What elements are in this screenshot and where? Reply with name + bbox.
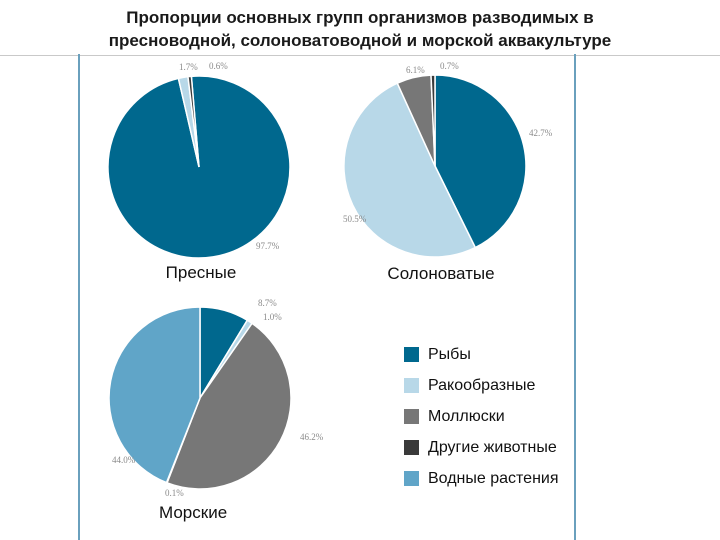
slice-label-marine-водные-растения: 44.0% [112,455,136,465]
pie-brackish: 42.7% 50.5% 6.1% 0.7% Солоноватые [343,61,553,283]
slice-label-freshwater-рыбы: 97.7% [256,241,280,251]
pie-slice-freshwater-другие-животные [187,75,200,168]
pie-slice-marine-моллюски [166,322,292,490]
legend-swatch [404,409,419,424]
pie-caption-freshwater: Пресные [166,263,237,282]
chart-title-line-1: Пропорции основных групп организмов разв… [126,8,594,27]
legend-swatch [404,347,419,362]
slice-label-marine-моллюски: 46.2% [300,432,324,442]
pie-slice-marine-водные-растения [108,306,201,484]
slice-label-freshwater-ракообразные: 1.7% [179,62,198,72]
slice-label-brackish-другие-животные: 0.7% [440,61,459,71]
chart-frame [78,54,576,540]
pie-marine: 8.7% 1.0% 46.2% 0.1% 44.0% Морские [108,298,324,522]
legend-swatch [404,471,419,486]
pie-slice-brackish-ракообразные [343,82,477,258]
slice-label-brackish-ракообразные: 50.5% [343,214,367,224]
slice-label-freshwater-другие-животные: 0.6% [209,61,228,71]
legend-label: Моллюски [428,408,505,425]
pie-slice-brackish-другие-животные [430,74,436,167]
pie-caption-brackish: Солоноватые [387,264,494,283]
legend-label: Рыбы [428,346,471,363]
chart-title: Пропорции основных групп организмов разв… [0,6,720,52]
legend-label: Водные растения [428,470,559,487]
slice-label-marine-рыбы: 8.7% [258,298,277,308]
slice-label-marine-другие-животные: 0.1% [165,488,184,498]
chart-title-line-2: пресноводной, солоноватоводной и морской… [108,31,612,50]
title-divider [0,55,720,56]
legend-label: Другие животные [428,439,557,456]
slice-label-brackish-рыбы: 42.7% [529,128,553,138]
pie-caption-marine: Морские [159,503,227,522]
slice-label-marine-ракообразные: 1.0% [263,312,282,322]
legend-swatch [404,378,419,393]
legend-swatch [404,440,419,455]
pie-freshwater: 97.7% 1.7% 0.6% Пресные [107,61,291,282]
slice-label-brackish-моллюски: 6.1% [406,65,425,75]
legend-label: Ракообразные [428,377,536,394]
pie-slice-brackish-рыбы [434,74,527,249]
